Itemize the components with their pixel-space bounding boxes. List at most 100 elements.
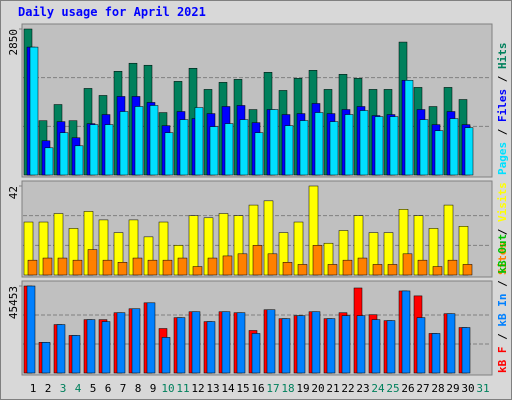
x-tick-label: 25 xyxy=(386,382,399,395)
legend-entry: Visits xyxy=(496,182,509,222)
legend-entry: Sites xyxy=(496,242,509,275)
x-tick-label: 21 xyxy=(326,382,339,395)
x-tick-label: 10 xyxy=(161,382,174,395)
legend-separator: / xyxy=(496,69,509,89)
bar xyxy=(311,311,321,374)
bar xyxy=(188,215,199,276)
bar xyxy=(371,319,381,374)
bar xyxy=(221,311,231,374)
legend-separator: / xyxy=(496,274,509,294)
bar xyxy=(236,312,246,374)
legend-separator: / xyxy=(496,222,509,242)
bar xyxy=(56,324,66,374)
x-tick-label: 18 xyxy=(281,382,294,395)
bar xyxy=(177,257,188,276)
x-tick-label: 13 xyxy=(206,382,219,395)
legend-entry: Files xyxy=(496,89,509,122)
bar xyxy=(27,259,38,276)
bar xyxy=(341,315,351,374)
bar xyxy=(432,266,443,276)
x-tick-label: 3 xyxy=(60,382,67,395)
bar xyxy=(131,308,141,374)
bar xyxy=(149,105,159,176)
legend-separator: / xyxy=(496,122,509,142)
bar xyxy=(464,127,474,176)
bar xyxy=(146,302,156,374)
bar xyxy=(296,315,306,374)
bar xyxy=(116,312,126,374)
bar xyxy=(419,119,429,176)
bar xyxy=(176,317,186,374)
bar xyxy=(194,107,204,176)
bar xyxy=(101,321,111,374)
x-tick-label: 2 xyxy=(45,382,52,395)
bar xyxy=(329,121,339,176)
bar xyxy=(282,262,293,276)
x-tick-label: 20 xyxy=(311,382,324,395)
bar xyxy=(461,327,471,374)
bar xyxy=(356,315,366,374)
bar xyxy=(401,290,411,374)
bar xyxy=(44,147,54,176)
bar xyxy=(269,109,279,176)
bar xyxy=(209,126,219,176)
x-tick-label: 31 xyxy=(476,382,489,395)
x-tick-label: 15 xyxy=(236,382,249,395)
bar xyxy=(207,257,218,276)
x-tick-label: 6 xyxy=(105,382,112,395)
legend-entry: Pages xyxy=(496,142,509,175)
bar xyxy=(89,124,99,176)
x-tick-label: 22 xyxy=(341,382,354,395)
bar xyxy=(119,111,129,176)
x-tick-label: 16 xyxy=(251,382,264,395)
bar xyxy=(402,253,413,276)
bar xyxy=(449,118,459,176)
y-tick-label: 2850 xyxy=(7,29,20,56)
bar xyxy=(41,342,51,374)
bar xyxy=(26,285,36,374)
chart-title: Daily usage for April 2021 xyxy=(18,5,206,19)
x-tick-label: 23 xyxy=(356,382,369,395)
bar xyxy=(74,145,84,176)
bar xyxy=(299,120,309,176)
x-tick-label: 17 xyxy=(266,382,279,395)
x-tick-label: 27 xyxy=(416,382,429,395)
x-tick-label: 5 xyxy=(90,382,97,395)
x-tick-label: 12 xyxy=(191,382,204,395)
bar xyxy=(254,132,264,176)
bar xyxy=(164,132,174,176)
x-tick-label: 26 xyxy=(401,382,414,395)
bar xyxy=(102,259,113,276)
bar xyxy=(297,264,308,276)
bar xyxy=(386,320,396,374)
bar xyxy=(29,46,39,176)
bar xyxy=(42,257,53,276)
bar xyxy=(237,253,248,276)
bar xyxy=(387,264,398,276)
bar xyxy=(281,318,291,374)
x-tick-label: 30 xyxy=(461,382,474,395)
bar xyxy=(147,259,158,276)
bar xyxy=(162,259,173,276)
bar xyxy=(86,319,96,374)
bar xyxy=(59,132,69,176)
bar xyxy=(462,264,473,276)
bar xyxy=(252,245,263,276)
x-tick-label: 11 xyxy=(176,382,189,395)
bar xyxy=(326,318,336,374)
bar xyxy=(372,264,383,276)
y-tick-label: 45453 xyxy=(7,286,20,319)
bar xyxy=(239,119,249,176)
bar xyxy=(267,253,278,276)
x-tick-label: 1 xyxy=(30,382,37,395)
bar xyxy=(284,125,294,176)
bar xyxy=(374,116,384,176)
bar xyxy=(327,264,338,276)
bar xyxy=(87,249,98,276)
bar xyxy=(179,119,189,176)
bar xyxy=(431,333,441,374)
bar xyxy=(191,311,201,374)
legend-entry: kB F xyxy=(496,347,509,374)
bar xyxy=(404,80,414,176)
bar xyxy=(447,259,458,276)
